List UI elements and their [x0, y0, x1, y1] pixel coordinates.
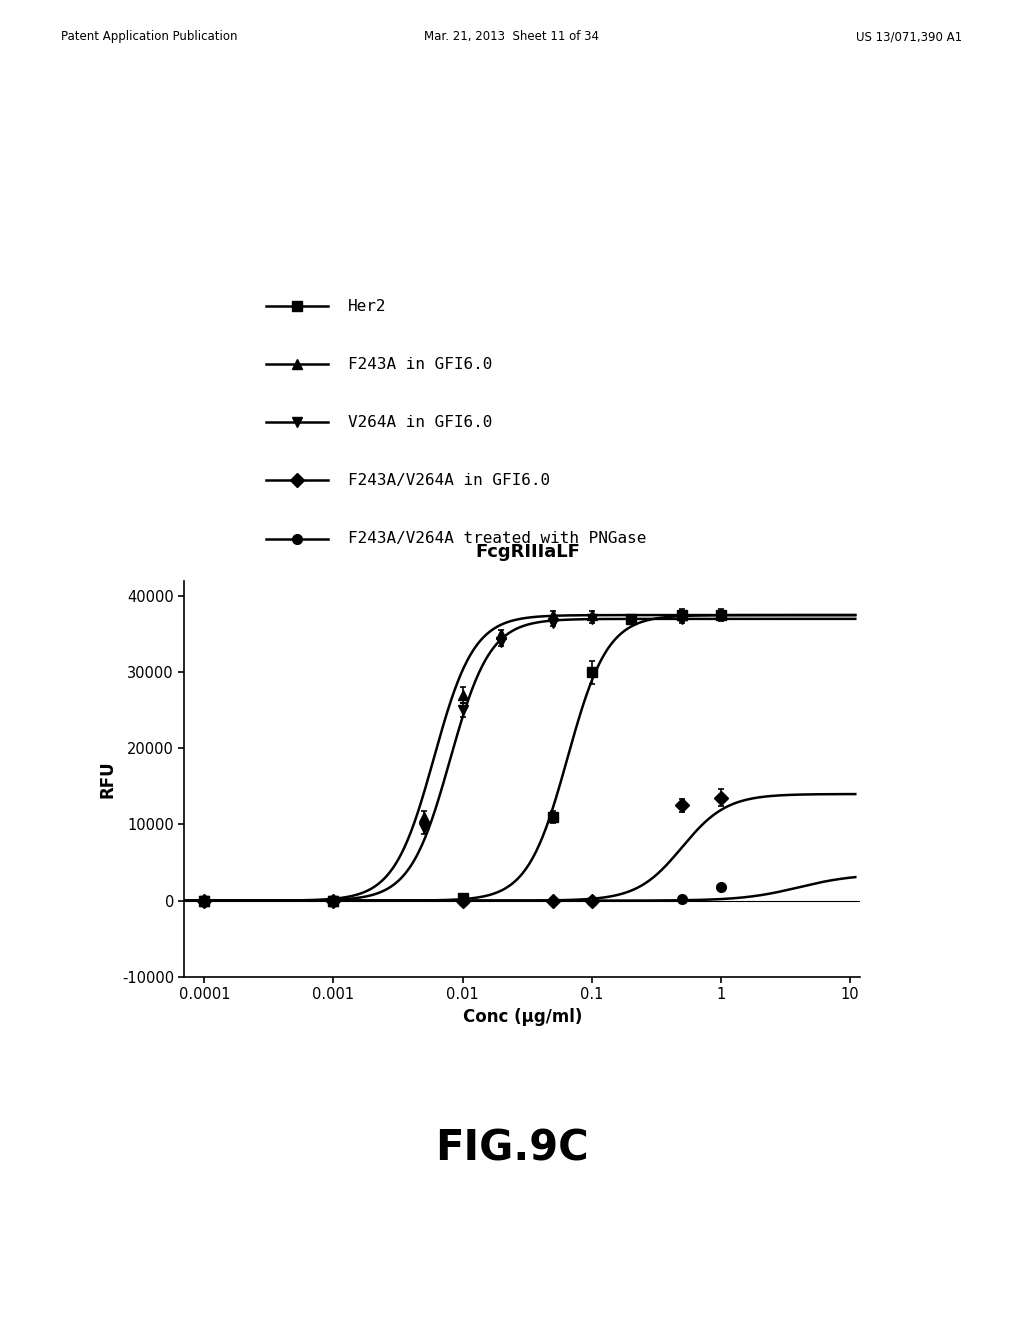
- Text: Mar. 21, 2013  Sheet 11 of 34: Mar. 21, 2013 Sheet 11 of 34: [425, 30, 599, 44]
- Y-axis label: RFU: RFU: [98, 760, 116, 797]
- Text: FcgRIIIaLF: FcgRIIIaLF: [475, 543, 580, 561]
- X-axis label: Conc (μg/ml): Conc (μg/ml): [463, 1007, 582, 1026]
- Text: US 13/071,390 A1: US 13/071,390 A1: [856, 30, 963, 44]
- Text: Patent Application Publication: Patent Application Publication: [61, 30, 238, 44]
- Text: V264A in GFI6.0: V264A in GFI6.0: [348, 414, 493, 430]
- Text: F243A/V264A treated with PNGase: F243A/V264A treated with PNGase: [348, 531, 646, 546]
- Text: FIG.9C: FIG.9C: [435, 1127, 589, 1170]
- Text: F243A/V264A in GFI6.0: F243A/V264A in GFI6.0: [348, 473, 550, 488]
- Text: Her2: Her2: [348, 298, 387, 314]
- Text: F243A in GFI6.0: F243A in GFI6.0: [348, 356, 493, 372]
